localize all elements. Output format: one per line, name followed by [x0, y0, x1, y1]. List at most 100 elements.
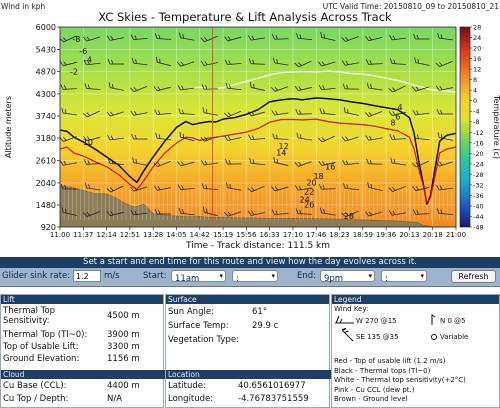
end-hour-select[interactable]: 9pm ▾ [320, 270, 375, 284]
y-tick-label: 4870 [36, 67, 56, 76]
sun-angle-label: Sun Angle: [168, 307, 214, 317]
thermal-sensitivity-line [188, 70, 456, 93]
isotherm-label: 4 [398, 103, 403, 112]
valid-time-label: UTC Valid Time: 20150810_09 to 20150810_… [323, 2, 499, 11]
wind-barb [177, 161, 195, 167]
wind-barb [129, 86, 148, 92]
wind-barb [294, 60, 312, 68]
lift-panel: Lift Thermal Top Sensitivity: 4500 m The… [0, 294, 165, 408]
wind-barb [435, 161, 453, 167]
wind-barb [436, 184, 453, 191]
wind-barb [341, 136, 359, 142]
controls-bar: Glider sink rate: 1.2 m/s Start: 11am ▾ :… [0, 268, 500, 287]
wind-barb [200, 136, 218, 142]
wind-barb [295, 208, 313, 215]
wind-barb [200, 35, 218, 43]
colorbar-tick-label: -48 [473, 224, 484, 232]
end-minute-select[interactable]: : ▾ [381, 270, 427, 284]
y-tick-label: 3180 [36, 134, 56, 143]
legend-panel: Legend Wind Key: W 270 @15 N 0 @5 SE 135… [331, 294, 500, 408]
wind-barb [365, 135, 383, 141]
wind-barb [271, 186, 289, 192]
latitude-value: 40.6561016977 [238, 381, 306, 391]
wind-barb [224, 211, 242, 217]
wind-barb [153, 86, 171, 92]
wind-barb [342, 159, 360, 166]
wind-barb [82, 110, 101, 118]
colorbar-tick-label: -44 [473, 213, 484, 221]
wind-barb [412, 86, 430, 92]
wind-barb [131, 133, 148, 140]
colorbar-tick-label: 16 [473, 55, 481, 63]
sink-rate-label: Glider sink rate: [2, 271, 71, 281]
wind-barb [389, 58, 407, 65]
isotherm-label: 18 [313, 172, 323, 181]
chevron-down-icon: ▾ [420, 272, 424, 280]
wind-barb [435, 61, 453, 67]
wind-barb [60, 61, 77, 67]
x-tick-label: 11:37 [73, 231, 93, 239]
x-tick-label: 17:10 [283, 231, 303, 239]
wind-barb [273, 157, 289, 166]
x-tick-label: 13:28 [143, 231, 163, 239]
wind-barb [365, 111, 383, 117]
location-header: Location [166, 370, 331, 379]
wind-barb [247, 185, 265, 193]
wind-barb [294, 161, 312, 167]
wind-barb [179, 131, 195, 142]
isotherm-label: -4 [84, 55, 92, 64]
start-minute-select[interactable]: : ▾ [232, 270, 278, 284]
x-tick-label: 12:14 [96, 231, 117, 239]
wind-barb-w-icon [335, 315, 354, 324]
colorbar-label: Temperature (c) [492, 94, 500, 159]
wind-barb [320, 207, 336, 216]
legend-pink: Pink - Cu CCL (dew pt.) [334, 386, 415, 394]
x-tick-label: 21:00 [446, 231, 466, 239]
wind-barb [177, 85, 195, 91]
isotherm-label: 20 [306, 178, 316, 187]
instructions-banner: Set a start and end time for this route … [0, 257, 500, 268]
wind-barb [343, 107, 359, 116]
wind-barb [130, 110, 148, 116]
wind-barb [320, 32, 336, 41]
sink-rate-input[interactable]: 1.2 [73, 270, 101, 282]
isotherm-label: 28 [344, 212, 354, 221]
wind-barb [248, 134, 266, 141]
isotherm-label: 10 [83, 138, 93, 147]
colorbar-tick-label: -32 [473, 181, 484, 189]
wind-barb [224, 59, 242, 66]
wind-barb [154, 109, 172, 115]
wind-barb [61, 107, 77, 116]
refresh-button[interactable]: Refresh [451, 270, 496, 283]
wind-barb [295, 109, 313, 115]
wind-barb [155, 132, 171, 141]
wind-barb [84, 182, 101, 191]
colorbar-tick-label: -28 [473, 171, 484, 179]
wind-barb [132, 157, 148, 166]
wind-barb [60, 160, 77, 166]
chart-title: XC Skies - Temperature & Lift Analysis A… [98, 10, 392, 24]
wind-barb [294, 85, 312, 91]
wind-barb [273, 57, 289, 66]
wind-barb [106, 211, 124, 217]
cu-base-value: 4400 m [107, 381, 140, 391]
x-axis-label: Time - Track distance: 111.5 km [185, 241, 330, 251]
start-hour-select[interactable]: 11am ▾ [171, 270, 226, 284]
wind-barb-se-icon [341, 328, 354, 342]
wind-barb [388, 186, 406, 192]
isotherm-label: 6 [395, 113, 400, 122]
wind-barb [341, 36, 359, 42]
isotherm-label: 22 [304, 188, 314, 197]
wind-barb [318, 160, 336, 166]
wind-barb [414, 57, 430, 66]
wind-barb [153, 161, 171, 167]
thermal-top-sensitivity-label: Thermal Top Sensitivity: [3, 306, 56, 326]
wind-barb [388, 210, 406, 216]
wind-barb [412, 186, 430, 192]
wind-key-variable: Variable [440, 333, 469, 341]
usable-lift-label: Top of Usable Lift: [3, 342, 79, 352]
legend-red: Red - Top of usable lift (1.2 m/s) [334, 357, 446, 365]
x-tick-label: 19:36 [376, 231, 397, 239]
wind-barb [272, 133, 289, 140]
